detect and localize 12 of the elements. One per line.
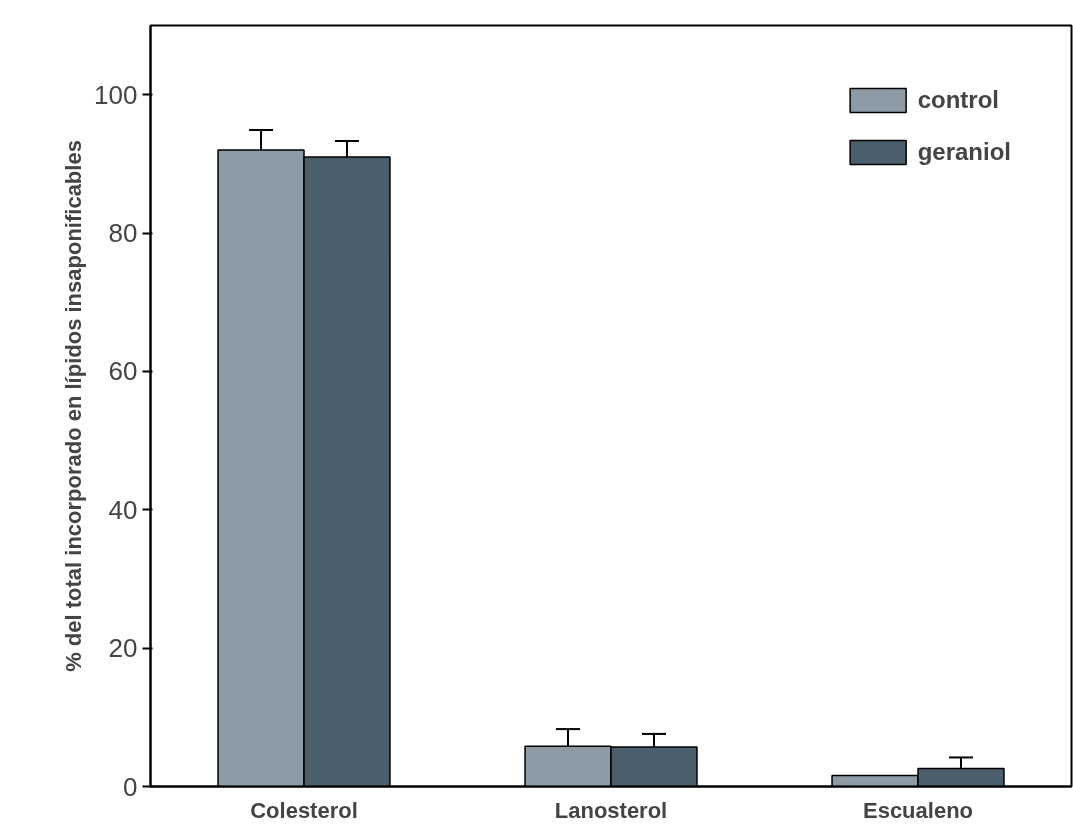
y-tick-label: 20 bbox=[108, 633, 138, 664]
y-tick-label: 100 bbox=[94, 79, 138, 110]
y-tick-label: 60 bbox=[108, 356, 138, 387]
x-tick-label: Lanosterol bbox=[554, 797, 668, 823]
legend-label: geraniol bbox=[917, 138, 1011, 166]
legend-label: control bbox=[917, 86, 999, 114]
x-tick-label: Escualeno bbox=[862, 797, 974, 823]
y-tick-label: 40 bbox=[108, 494, 138, 525]
x-tick-label: Colesterol bbox=[250, 797, 358, 823]
y-axis-title: % del total incorporado en lípidos insaponificables bbox=[61, 140, 87, 672]
y-tick-label: 0 bbox=[123, 771, 138, 802]
y-tick-label: 80 bbox=[108, 218, 138, 249]
